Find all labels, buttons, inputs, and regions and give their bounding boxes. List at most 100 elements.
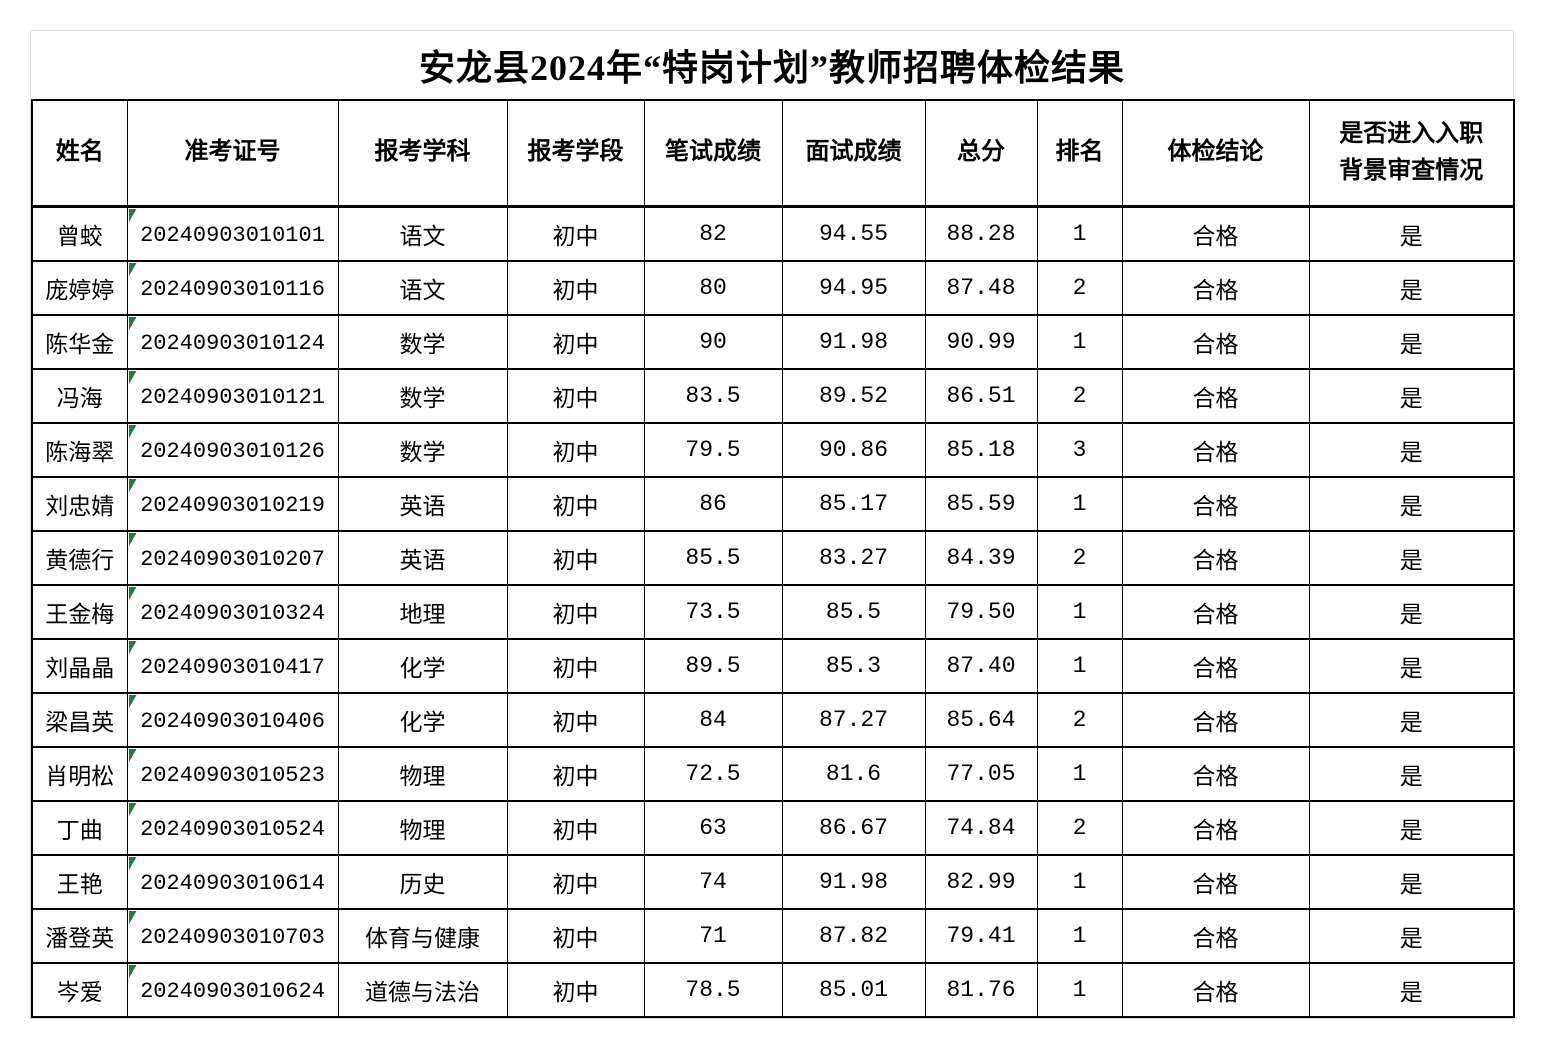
cell-physical-result: 合格 [1121, 205, 1310, 262]
cell-written-score: 79.5 [643, 422, 783, 478]
cell-background-check: 是 [1308, 962, 1515, 1018]
table-row: 潘登英 20240903010703 体育与健康 初中 71 87.82 79.… [31, 908, 1515, 964]
cell-written-score: 84 [643, 692, 783, 748]
page-title: 安龙县2024年“特岗计划”教师招聘体检结果 [418, 48, 1125, 88]
table-row: 岑爱 20240903010624 道德与法治 初中 78.5 85.01 81… [31, 962, 1515, 1018]
cell-total-score: 87.40 [924, 638, 1038, 694]
cell-exam-id: 20240903010703 [126, 908, 339, 964]
cell-corner-flag-icon [128, 695, 137, 709]
cell-rank: 1 [1036, 746, 1123, 802]
cell-interview-score: 94.95 [781, 260, 926, 316]
cell-rank: 1 [1036, 962, 1123, 1018]
col-header-rank: 排名 [1036, 99, 1123, 208]
cell-interview-score: 85.3 [781, 638, 926, 694]
cell-physical-result: 合格 [1121, 746, 1310, 802]
cell-stage: 初中 [506, 962, 645, 1018]
cell-written-score: 80 [643, 260, 783, 316]
cell-subject: 英语 [337, 530, 508, 586]
cell-stage: 初中 [506, 422, 645, 478]
cell-physical-result: 合格 [1121, 692, 1310, 748]
cell-total-score: 79.50 [924, 584, 1038, 640]
col-header-subject: 报考学科 [337, 99, 508, 208]
cell-exam-id: 20240903010116 [126, 260, 339, 316]
cell-rank: 1 [1036, 584, 1123, 640]
cell-total-score: 87.48 [924, 260, 1038, 316]
col-header-exam-id: 准考证号 [126, 99, 339, 208]
cell-background-check: 是 [1308, 368, 1515, 424]
cell-exam-id: 20240903010523 [126, 746, 339, 802]
cell-subject: 体育与健康 [337, 908, 508, 964]
cell-interview-score: 91.98 [781, 854, 926, 910]
cell-subject: 语文 [337, 205, 508, 262]
cell-name: 王艳 [31, 854, 128, 910]
cell-name: 陈海翠 [31, 422, 128, 478]
cell-physical-result: 合格 [1121, 422, 1310, 478]
cell-rank: 2 [1036, 692, 1123, 748]
cell-exam-id: 20240903010126 [126, 422, 339, 478]
col-header-stage: 报考学段 [506, 99, 645, 208]
cell-physical-result: 合格 [1121, 476, 1310, 532]
cell-stage: 初中 [506, 530, 645, 586]
cell-corner-flag-icon [128, 641, 137, 655]
cell-exam-id: 20240903010406 [126, 692, 339, 748]
cell-interview-score: 81.6 [781, 746, 926, 802]
cell-physical-result: 合格 [1121, 908, 1310, 964]
cell-interview-score: 85.5 [781, 584, 926, 640]
cell-background-check: 是 [1308, 692, 1515, 748]
cell-written-score: 63 [643, 800, 783, 856]
cell-written-score: 86 [643, 476, 783, 532]
cell-interview-score: 85.01 [781, 962, 926, 1018]
cell-written-score: 82 [643, 205, 783, 262]
cell-physical-result: 合格 [1121, 962, 1310, 1018]
table-row: 冯海 20240903010121 数学 初中 83.5 89.52 86.51… [31, 368, 1515, 424]
cell-physical-result: 合格 [1121, 260, 1310, 316]
cell-corner-flag-icon [128, 209, 137, 223]
cell-subject: 地理 [337, 584, 508, 640]
col-header-physical-result: 体检结论 [1121, 99, 1310, 208]
cell-stage: 初中 [506, 800, 645, 856]
cell-stage: 初中 [506, 692, 645, 748]
cell-rank: 1 [1036, 908, 1123, 964]
cell-corner-flag-icon [128, 803, 137, 817]
cell-background-check: 是 [1308, 746, 1515, 802]
cell-background-check: 是 [1308, 530, 1515, 586]
cell-corner-flag-icon [128, 317, 137, 331]
cell-background-check: 是 [1308, 638, 1515, 694]
cell-exam-id: 20240903010207 [126, 530, 339, 586]
cell-written-score: 83.5 [643, 368, 783, 424]
cell-background-check: 是 [1308, 205, 1515, 262]
cell-exam-id: 20240903010121 [126, 368, 339, 424]
cell-name: 冯海 [31, 368, 128, 424]
cell-exam-id: 20240903010524 [126, 800, 339, 856]
cell-rank: 2 [1036, 530, 1123, 586]
cell-subject: 历史 [337, 854, 508, 910]
cell-corner-flag-icon [128, 479, 137, 493]
cell-total-score: 77.05 [924, 746, 1038, 802]
cell-rank: 1 [1036, 314, 1123, 370]
cell-physical-result: 合格 [1121, 638, 1310, 694]
cell-written-score: 74 [643, 854, 783, 910]
cell-subject: 化学 [337, 638, 508, 694]
cell-rank: 1 [1036, 854, 1123, 910]
cell-exam-id: 20240903010417 [126, 638, 339, 694]
table-row: 曾蛟 20240903010101 语文 初中 82 94.55 88.28 1… [31, 205, 1515, 262]
cell-interview-score: 85.17 [781, 476, 926, 532]
cell-subject: 道德与法治 [337, 962, 508, 1018]
cell-written-score: 78.5 [643, 962, 783, 1018]
cell-rank: 2 [1036, 368, 1123, 424]
cell-corner-flag-icon [128, 857, 137, 871]
cell-subject: 物理 [337, 800, 508, 856]
cell-exam-id: 20240903010624 [126, 962, 339, 1018]
cell-exam-id: 20240903010219 [126, 476, 339, 532]
cell-total-score: 82.99 [924, 854, 1038, 910]
cell-rank: 1 [1036, 638, 1123, 694]
cell-interview-score: 83.27 [781, 530, 926, 586]
results-table: 姓名 准考证号 报考学科 报考学段 笔试成绩 面试成绩 总分 排名 体检结论 是… [31, 99, 1515, 1018]
table-row: 黄德行 20240903010207 英语 初中 85.5 83.27 84.3… [31, 530, 1515, 586]
cell-exam-id: 20240903010614 [126, 854, 339, 910]
cell-name: 梁昌英 [31, 692, 128, 748]
cell-interview-score: 86.67 [781, 800, 926, 856]
cell-total-score: 86.51 [924, 368, 1038, 424]
cell-stage: 初中 [506, 314, 645, 370]
cell-background-check: 是 [1308, 476, 1515, 532]
